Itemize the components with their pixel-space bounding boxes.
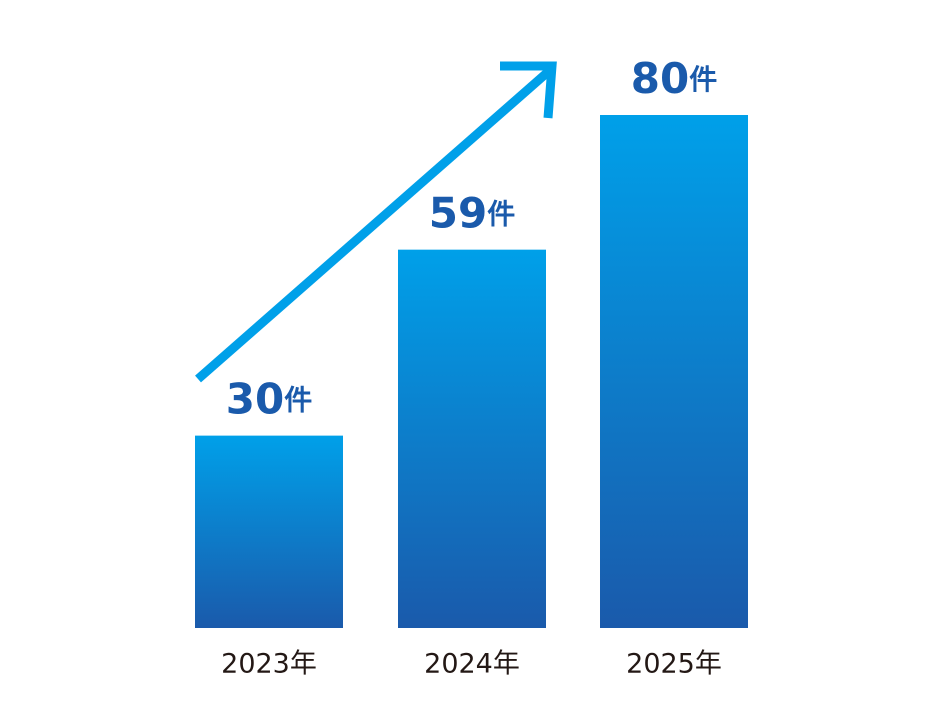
trend-arrow [195,61,557,383]
value-label: 59件 [429,188,515,237]
bar [195,435,343,628]
x-tick-label: 2025年 [626,649,722,680]
value-label: 30件 [226,374,312,423]
x-tick-label: 2023年 [221,649,317,680]
bar [600,115,748,628]
arrow-shaft [195,67,552,383]
arrow-head [500,61,557,119]
bar [398,249,546,628]
value-label: 80件 [631,54,717,103]
x-tick-label: 2024年 [424,649,520,680]
